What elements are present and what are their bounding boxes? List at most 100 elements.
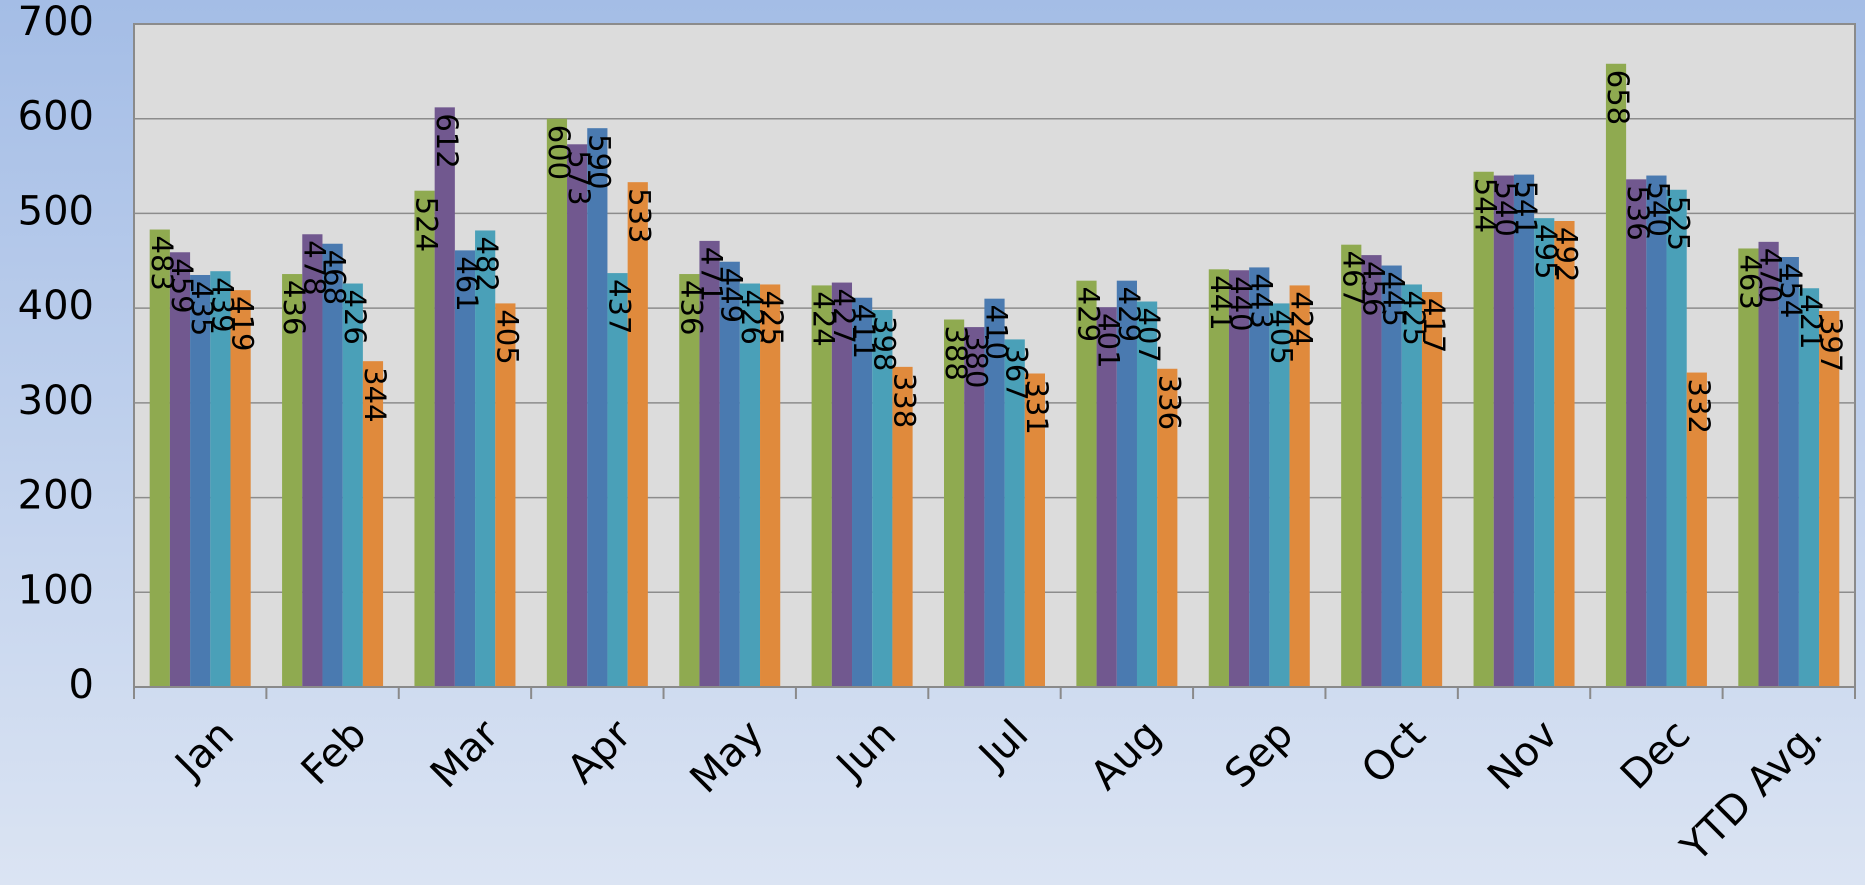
bar	[190, 274, 211, 687]
data-label: 483	[145, 236, 179, 291]
data-label: 482	[470, 236, 504, 291]
data-label: 424	[807, 291, 841, 346]
bar	[739, 283, 761, 687]
bar	[1605, 63, 1627, 687]
data-label: 397	[1814, 317, 1848, 372]
data-label: 456	[1356, 261, 1390, 316]
data-label: 417	[1417, 298, 1451, 353]
bar	[831, 282, 853, 687]
bar	[1096, 307, 1117, 687]
bar	[1004, 339, 1025, 687]
data-label: 429	[1112, 287, 1146, 342]
data-label: 492	[1549, 227, 1583, 282]
bar	[1534, 218, 1555, 687]
data-label: 541	[1509, 181, 1543, 236]
data-label: 429	[1071, 287, 1105, 342]
data-label: 658	[1601, 70, 1635, 125]
bar	[230, 290, 251, 687]
y-tick-label: 600	[18, 94, 94, 140]
data-label: 425	[755, 290, 789, 345]
bar	[872, 310, 893, 687]
data-label: 426	[735, 290, 769, 345]
bar	[679, 274, 700, 687]
bar	[1819, 310, 1840, 687]
data-label: 388	[939, 326, 973, 381]
data-label: 544	[1469, 178, 1503, 233]
bar	[852, 297, 873, 687]
data-label: 573	[562, 150, 596, 205]
bar	[342, 283, 363, 687]
bar	[984, 298, 1005, 687]
bar	[1361, 255, 1382, 688]
bar	[1136, 301, 1158, 687]
data-label: 437	[603, 279, 637, 334]
bar	[1493, 175, 1514, 688]
bar	[719, 261, 740, 687]
bar	[699, 240, 720, 687]
data-label: 468	[318, 250, 352, 305]
bar	[362, 361, 384, 687]
bar	[1778, 256, 1799, 687]
bar	[587, 128, 608, 687]
data-label: 411	[847, 304, 881, 359]
data-label: 440	[1224, 276, 1258, 331]
bar	[454, 250, 476, 688]
bar	[1024, 373, 1045, 687]
data-label: 612	[430, 113, 464, 168]
y-tick-label: 500	[18, 188, 94, 234]
data-label: 471	[695, 247, 729, 302]
data-label: 449	[715, 268, 749, 323]
bar	[210, 271, 231, 687]
bar	[1646, 175, 1667, 688]
bar	[1228, 270, 1250, 687]
data-label: 344	[358, 367, 392, 422]
data-label: 536	[1621, 185, 1655, 240]
bar	[1341, 244, 1362, 688]
bar	[169, 252, 191, 688]
data-label: 443	[1244, 273, 1278, 328]
bar	[627, 182, 648, 687]
data-label: 463	[1733, 254, 1767, 309]
bar	[1208, 269, 1229, 687]
data-label: 454	[1774, 263, 1808, 318]
data-label: 441	[1204, 275, 1238, 330]
y-tick-label: 700	[18, 0, 94, 45]
data-label: 425	[1397, 290, 1431, 345]
bar	[414, 190, 435, 687]
data-label: 410	[980, 305, 1014, 360]
bar	[495, 303, 516, 687]
bar	[1116, 280, 1137, 687]
bar	[1758, 241, 1779, 688]
data-label: 398	[867, 316, 901, 371]
data-label: 478	[297, 240, 331, 295]
data-label: 461	[450, 256, 484, 311]
bar	[1157, 368, 1178, 687]
data-label: 380	[959, 333, 993, 388]
data-label: 424	[1285, 291, 1319, 346]
data-label: 336	[1152, 375, 1186, 430]
y-tick-label: 300	[18, 378, 94, 424]
data-label: 331	[1020, 379, 1054, 434]
bar	[567, 144, 588, 688]
data-label: 407	[1132, 308, 1166, 363]
data-label: 332	[1682, 379, 1716, 434]
data-label: 540	[1641, 182, 1675, 237]
data-label: 435	[185, 281, 219, 336]
y-tick-label: 100	[18, 567, 94, 613]
bar	[1554, 221, 1575, 687]
bar	[475, 230, 496, 687]
bar	[302, 234, 323, 687]
bar	[1249, 267, 1270, 687]
data-label: 436	[277, 280, 311, 335]
data-label: 419	[226, 296, 260, 351]
data-label: 495	[1529, 224, 1563, 279]
bar	[964, 327, 985, 687]
data-label: 401	[1092, 313, 1126, 368]
data-label: 524	[410, 197, 444, 252]
data-label: 467	[1336, 251, 1370, 306]
data-label: 445	[1377, 272, 1411, 327]
data-label: 533	[623, 188, 657, 243]
bar	[811, 285, 832, 687]
data-label: 436	[674, 280, 708, 335]
